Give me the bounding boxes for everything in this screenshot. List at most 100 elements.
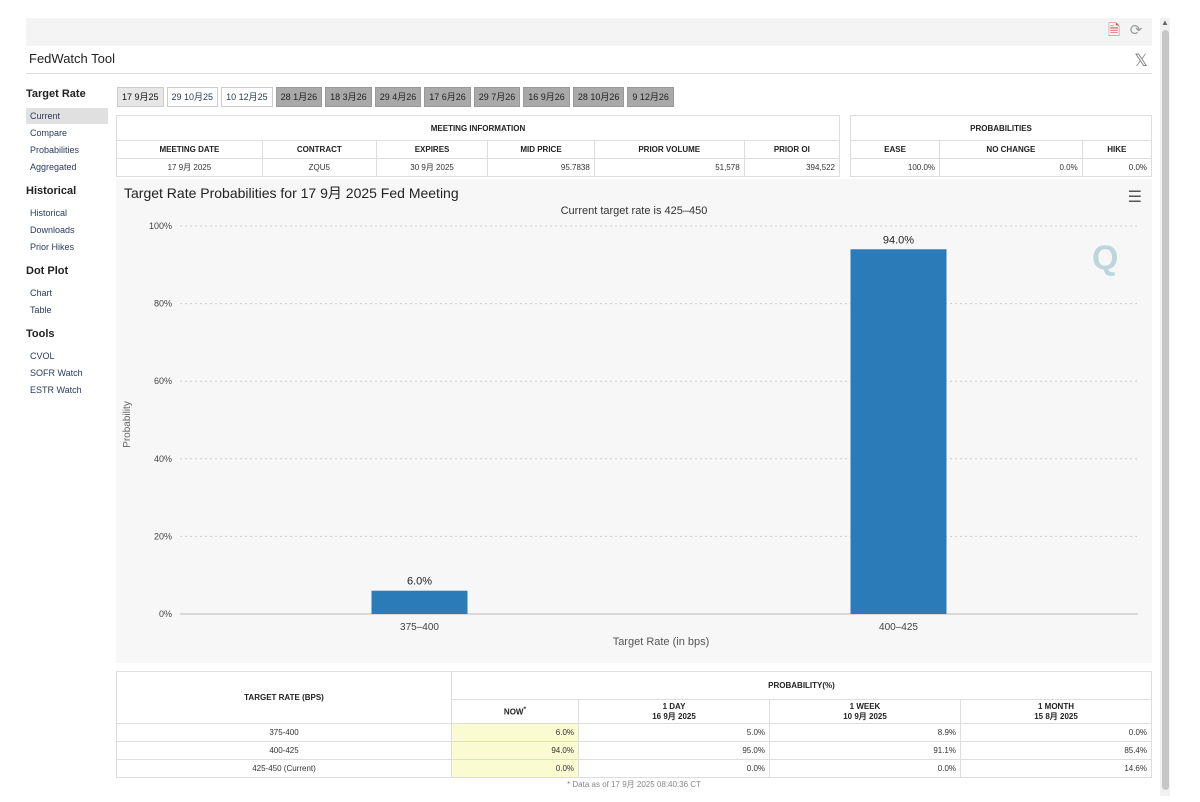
probability-cell: 85.4% [960,741,1152,760]
meeting-tab[interactable]: 16 9月26 [523,87,570,107]
scroll-up-arrow-icon[interactable]: ▲ [1161,18,1169,27]
col-header: MID PRICE [487,140,595,159]
hike-value: 0.0% [1081,158,1153,177]
col-header: PRIOR OI [743,140,841,159]
probability-cell: 14.6% [960,759,1152,778]
x-social-icon[interactable]: 𝕏 [1134,51,1148,70]
app-title: FedWatch Tool [29,51,115,66]
contract-value: ZQU5 [261,158,377,177]
sidebar-item-table[interactable]: Table [30,305,52,315]
probability-cell: 0.0% [578,759,770,778]
probability-cell: 0.0% [769,759,961,778]
ease-value: 100.0% [849,158,941,177]
sidebar-item-downloads[interactable]: Downloads [30,225,75,235]
probability-cell: 5.0% [578,723,770,742]
col-header: HIKE [1081,140,1153,159]
meeting-tab[interactable]: 29 7月26 [473,87,521,107]
meeting-info-heading: MEETING INFORMATION [116,115,840,141]
meeting-tab[interactable]: 17 9月25 [117,87,164,107]
y-tick-label: 80% [154,299,172,309]
sidebar-group-dot-plot: Dot Plot Chart Table [26,265,108,318]
probability-chart: Target Rate Probabilities for 17 9月 2025… [116,179,1152,663]
col-header: CONTRACT [261,140,377,159]
sidebar-heading: Dot Plot [26,265,69,277]
quikstrike-logo: Q [1092,239,1119,277]
meeting-tab[interactable]: 9 12月26 [627,87,674,107]
probability-cell: 0.0% [960,723,1152,742]
y-tick-label: 100% [149,221,172,231]
meeting-tab[interactable]: 18 3月26 [325,87,372,107]
meeting-tab[interactable]: 10 12月25 [221,87,273,107]
sidebar-item-current[interactable]: Current [26,108,108,124]
data-label: 94.0% [883,234,914,246]
probabilities-heading: PROBABILITIES [850,115,1152,141]
probabilities-table: PROBABILITIES EASE NO CHANGE HIKE 100.0%… [849,115,1153,177]
pdf-export-icon[interactable]: 🗎 [1107,22,1121,39]
probability-header: PROBABILITY(%) [451,670,1152,701]
table-row: 375-400 6.0% 5.0% 8.9% 0.0% [116,723,1152,742]
col-header: PRIOR VOLUME [593,140,745,159]
col-header: NO CHANGE [939,140,1083,159]
bar[interactable] [850,249,947,614]
x-tick-label: 400–425 [879,622,918,633]
y-tick-label: 0% [159,609,172,619]
probability-cell: 8.9% [769,723,961,742]
table-row: 425-450 (Current) 0.0% 0.0% 0.0% 14.6% [116,759,1152,778]
y-tick-label: 60% [154,376,172,386]
meeting-tab[interactable]: 29 4月26 [374,87,422,107]
sidebar-item-prior-hikes[interactable]: Prior Hikes [30,242,75,252]
y-axis-title: Probability [121,401,133,448]
sidebar-item-sofr-watch[interactable]: SOFR Watch [30,368,83,378]
probability-cell: 6.0% [451,723,579,742]
sidebar-group-historical: Historical Historical Downloads Prior Hi… [26,185,108,255]
sidebar-item-aggregated[interactable]: Aggregated [30,162,77,172]
col-1-month-header: 1 MONTH 15 8月 2025 [960,699,1152,724]
data-timestamp-footnote: * Data as of 17 9月 2025 08:40:36 CT [567,780,701,789]
sidebar-heading: Tools [26,328,55,340]
prior-volume-value: 51,578 [593,158,745,177]
scrollbar-thumb[interactable] [1162,30,1169,790]
sidebar-heading: Target Rate [26,88,86,100]
expires-value: 30 9月 2025 [375,158,489,177]
sidebar-item-historical[interactable]: Historical [30,208,68,218]
prior-oi-value: 394,522 [743,158,841,177]
col-1-day-header: 1 DAY 16 9月 2025 [578,699,770,724]
sidebar-group-tools: Tools CVOL SOFR Watch ESTR Watch [26,328,108,398]
col-header: EASE [849,140,941,159]
target-rate-header: TARGET RATE (BPS) [116,671,452,724]
title-row: FedWatch Tool 𝕏 [26,46,1152,74]
top-toolbar: 🗎 ⟳ [26,18,1152,46]
refresh-icon[interactable]: ⟳ [1129,22,1143,39]
col-1-week-header: 1 WEEK 10 9月 2025 [769,699,961,724]
sidebar-item-chart[interactable]: Chart [30,288,53,298]
col-now-header: NOW* [451,699,579,724]
target-rate-cell: 400-425 [116,741,452,760]
target-rate-cell: 425-450 (Current) [116,759,452,778]
sidebar-item-cvol[interactable]: CVOL [30,351,55,361]
meeting-tab[interactable]: 17 6月26 [424,87,471,107]
sidebar-item-compare[interactable]: Compare [30,128,68,138]
sidebar-item-estr-watch[interactable]: ESTR Watch [30,385,82,395]
col-header: MEETING DATE [116,140,263,159]
sidebar-item-probabilities[interactable]: Probabilities [30,145,80,155]
sidebar: Target Rate Current Compare Probabilitie… [26,88,108,408]
x-tick-label: 375–400 [400,622,439,633]
y-tick-label: 40% [154,454,172,464]
sidebar-heading: Historical [26,185,77,197]
mid-price-value: 95.7838 [487,158,595,177]
probability-cell: 95.0% [578,741,770,760]
col-header: EXPIRES [375,140,489,159]
meeting-tab[interactable]: 28 10月26 [572,87,625,107]
no-change-value: 0.0% [939,158,1083,177]
chart-menu-icon[interactable]: ☰ [1127,189,1142,206]
probability-cell: 91.1% [769,741,961,760]
probability-cell: 94.0% [451,741,579,760]
meeting-tab[interactable]: 28 1月26 [275,87,323,107]
data-label: 6.0% [407,576,432,588]
target-rate-cell: 375-400 [116,723,452,742]
x-axis-title: Target Rate (in bps) [612,636,710,648]
chart-subtitle: Current target rate is 425–450 [560,205,708,217]
bar[interactable] [371,590,468,614]
meeting-tab[interactable]: 29 10月25 [166,87,219,107]
sidebar-group-target-rate: Target Rate Current Compare Probabilitie… [26,88,108,175]
